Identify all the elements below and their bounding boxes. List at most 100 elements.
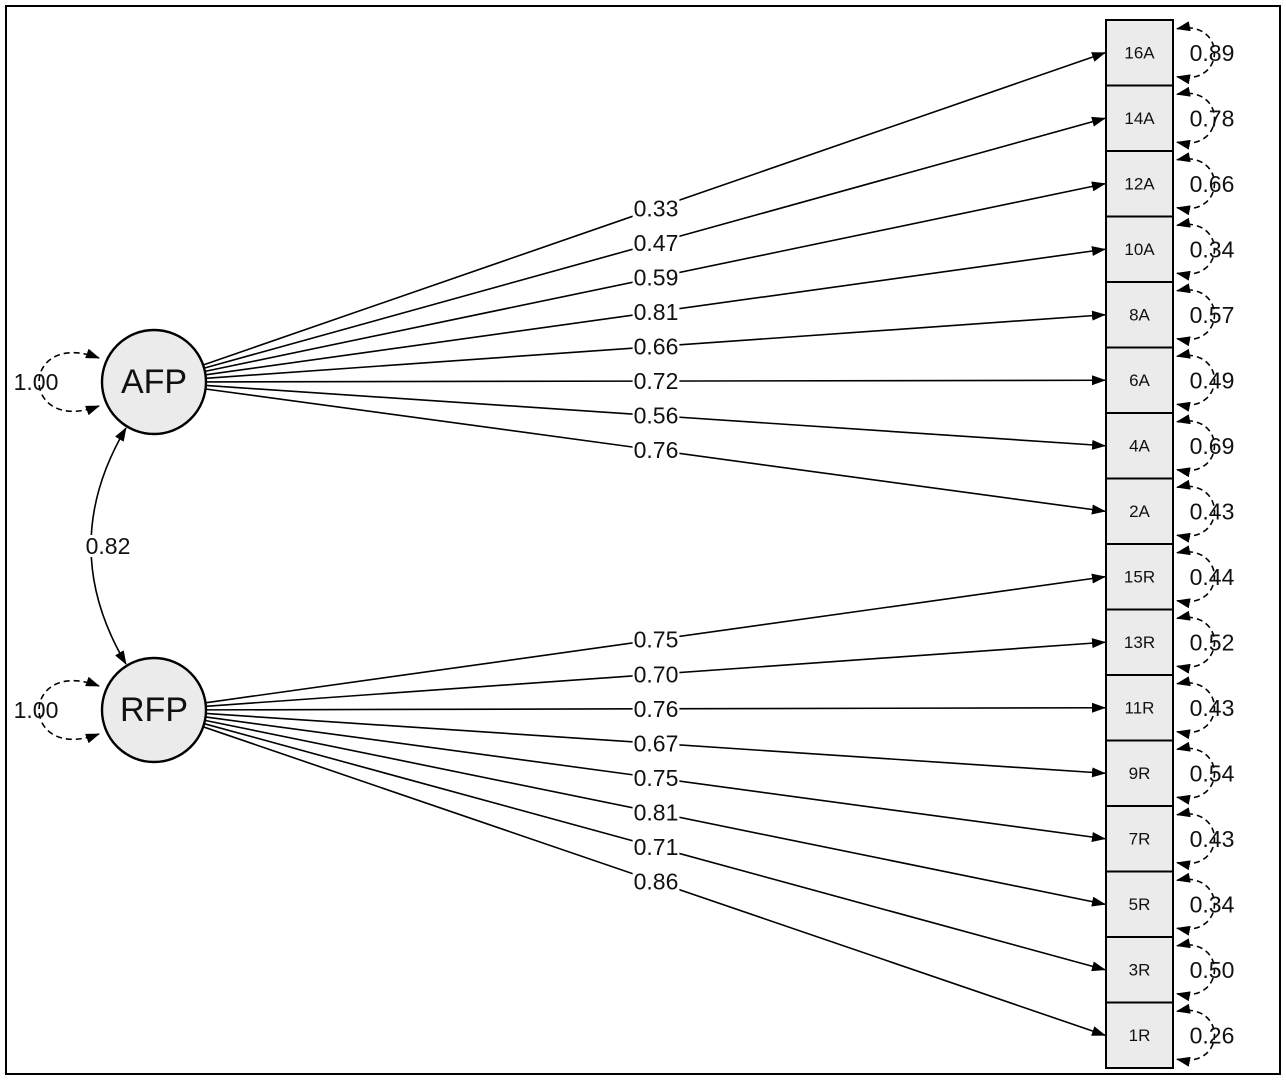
loading-label-bg-4a [632, 405, 680, 426]
indicator-label-11r: 11R [1125, 698, 1155, 717]
indicator-label-6a: 6A [1129, 371, 1150, 390]
indicator-box-12a [1105, 150, 1174, 218]
residual-loop-6a [1176, 348, 1216, 412]
residual-loop-14a [1176, 86, 1216, 150]
indicator-box-13r [1105, 608, 1174, 676]
indicator-box-2a [1105, 477, 1174, 545]
indicator-label-14a: 14A [1124, 109, 1155, 128]
residual-loop-9r [1176, 741, 1216, 805]
residual-label-8a: 0.57 [1190, 302, 1235, 328]
loading-label-4a: 0.56 [634, 403, 679, 429]
factor-afp [100, 328, 208, 436]
indicator-label-16a: 16A [1124, 43, 1155, 62]
loading-label-bg-12a [632, 267, 680, 288]
loading-label-bg-15r [632, 629, 680, 650]
loading-label-3r: 0.71 [634, 834, 679, 860]
loading-label-12a: 0.59 [634, 264, 679, 290]
indicator-label-8a: 8A [1129, 305, 1150, 324]
loading-label-bg-6a [632, 371, 680, 392]
residual-label-2a: 0.43 [1190, 498, 1235, 524]
residual-label-4a: 0.69 [1190, 433, 1235, 459]
loading-label-bg-9r [632, 733, 680, 754]
loading-label-8a: 0.66 [634, 334, 679, 360]
indicator-label-5r: 5R [1129, 895, 1151, 914]
residual-label-15r: 0.44 [1190, 564, 1235, 590]
residual-loop-16a [1176, 21, 1216, 85]
indicator-box-5r [1105, 870, 1174, 938]
loading-label-10a: 0.81 [634, 299, 679, 325]
residual-label-13r: 0.52 [1190, 629, 1235, 655]
indicator-box-16a [1105, 19, 1174, 87]
loading-label-6a: 0.72 [634, 368, 679, 394]
loading-label-bg-14a [632, 232, 680, 253]
loading-label-bg-7r [632, 767, 680, 788]
indicator-box-3r [1105, 936, 1174, 1004]
residual-label-9r: 0.54 [1190, 760, 1235, 786]
loading-label-bg-8a [632, 336, 680, 357]
loading-label-7r: 0.75 [634, 765, 679, 791]
residual-label-3r: 0.50 [1190, 957, 1235, 983]
loading-label-5r: 0.81 [634, 799, 679, 825]
factor-label-afp: AFP [121, 363, 187, 401]
indicator-label-12a: 12A [1124, 174, 1155, 193]
loading-label-bg-1r [632, 871, 680, 892]
indicator-label-15r: 15R [1124, 567, 1155, 586]
indicator-box-15r [1105, 543, 1174, 611]
factor-label-rfp: RFP [120, 691, 188, 729]
residual-loop-4a [1176, 414, 1216, 478]
loading-label-16a: 0.33 [634, 195, 679, 221]
indicator-label-7r: 7R [1129, 829, 1151, 848]
residual-label-16a: 0.89 [1190, 40, 1235, 66]
correlation-label-bg [84, 535, 132, 557]
indicator-label-2a: 2A [1129, 502, 1150, 521]
loading-label-bg-2a [632, 440, 680, 461]
residual-loop-2a [1176, 479, 1216, 543]
residual-label-1r: 0.26 [1190, 1022, 1235, 1048]
residual-loop-1r [1176, 1003, 1216, 1067]
residual-loop-3r [1176, 938, 1216, 1002]
loading-label-1r: 0.86 [634, 869, 679, 895]
residual-loop-10a [1176, 217, 1216, 281]
loading-label-bg-3r [632, 836, 680, 857]
residual-loop-15r [1176, 545, 1216, 609]
indicator-label-3r: 3R [1129, 960, 1151, 979]
residual-loop-5r [1176, 872, 1216, 936]
loading-label-9r: 0.67 [634, 730, 679, 756]
loading-label-bg-16a [632, 198, 680, 219]
variance-label-afp: 1.00 [14, 369, 59, 395]
indicator-box-1r [1105, 1001, 1174, 1069]
loading-label-2a: 0.76 [634, 437, 679, 463]
diagram-frame [5, 5, 1281, 1075]
indicator-label-1r: 1R [1129, 1026, 1151, 1045]
loading-label-bg-10a [632, 301, 680, 322]
loading-label-14a: 0.47 [634, 230, 679, 256]
loading-label-13r: 0.70 [634, 661, 679, 687]
residual-label-5r: 0.34 [1190, 891, 1235, 917]
indicator-box-9r [1105, 739, 1174, 807]
residual-loop-13r [1176, 610, 1216, 674]
factor-rfp [100, 656, 208, 764]
residual-loop-8a [1176, 283, 1216, 347]
indicator-label-9r: 9R [1129, 764, 1151, 783]
loading-label-bg-13r [632, 664, 680, 685]
residual-label-14a: 0.78 [1190, 105, 1235, 131]
indicator-label-4a: 4A [1129, 436, 1150, 455]
variance-label-rfp: 1.00 [14, 697, 59, 723]
indicator-box-8a [1105, 281, 1174, 349]
loading-label-bg-11r [632, 698, 680, 719]
residual-loop-11r [1176, 676, 1216, 740]
loading-label-15r: 0.75 [634, 627, 679, 653]
indicator-box-14a [1105, 84, 1174, 152]
indicator-label-10a: 10A [1124, 240, 1155, 259]
residual-label-7r: 0.43 [1190, 826, 1235, 852]
indicator-label-13r: 13R [1124, 633, 1155, 652]
residual-loop-12a [1176, 152, 1216, 216]
residual-label-12a: 0.66 [1190, 171, 1235, 197]
loading-label-11r: 0.76 [634, 696, 679, 722]
residual-label-11r: 0.43 [1190, 695, 1235, 721]
residual-label-10a: 0.34 [1190, 236, 1235, 262]
loading-label-bg-5r [632, 802, 680, 823]
indicator-box-11r [1105, 674, 1174, 742]
correlation-label: 0.82 [86, 533, 131, 559]
